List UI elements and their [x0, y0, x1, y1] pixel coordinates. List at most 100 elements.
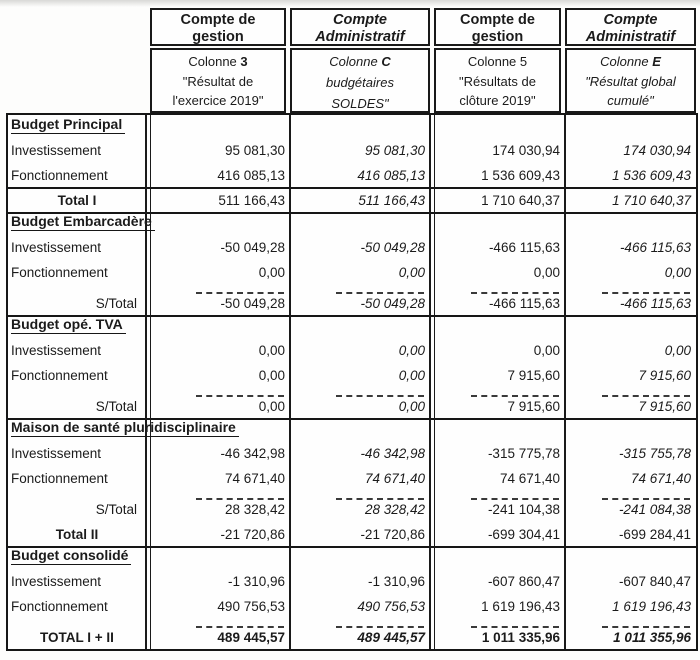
dashed-separator — [196, 626, 284, 629]
row-label: Total II — [55, 527, 99, 543]
value-cell — [565, 231, 696, 234]
cell-value: -50 049,28 — [220, 240, 285, 256]
value-cell: 7 915,60 — [565, 368, 696, 387]
row-label: TOTAL I + II — [40, 630, 114, 646]
cell-value: 1 619 196,43 — [481, 599, 560, 615]
value-cell: -50 049,28 — [290, 292, 430, 315]
value-cell: -46 342,98 — [290, 446, 430, 465]
cell-value: -466 115,63 — [619, 240, 691, 256]
value-cell — [565, 134, 696, 137]
cell-value: 489 445,57 — [357, 630, 425, 646]
table-row: Fonctionnement 490 756,53 490 756,53 1 619 … — [8, 593, 696, 618]
cell-value: 7 915,60 — [638, 399, 691, 415]
value-cell: -607 840,47 — [565, 574, 696, 593]
value-cell: -46 342,98 — [150, 446, 290, 465]
value-cell: 1 710 640,37 — [565, 193, 696, 212]
subheader-colonne-c: Colonne C budgétaires SOLDES" — [290, 48, 430, 113]
row-label: Total I — [57, 193, 97, 209]
dashed-separator — [336, 395, 424, 398]
cell-value: 1 710 640,37 — [481, 193, 560, 209]
value-cell — [290, 437, 430, 440]
value-cell: 174 030,94 — [565, 143, 696, 162]
colonne-desc: "Résultat de — [182, 73, 254, 89]
cell-value: -466 115,63 — [488, 240, 560, 256]
dashed-separator — [602, 498, 690, 501]
value-cell: 74 671,40 — [434, 471, 565, 490]
cell-value: 416 085,13 — [217, 168, 285, 184]
value-cell: 0,00 — [434, 265, 565, 284]
section-title-cell: Maison de santé pluridisciplinaire — [8, 419, 239, 440]
colonne-key: 3 — [240, 54, 248, 69]
row-label: S/Total — [95, 502, 137, 518]
value-cell — [150, 134, 290, 137]
dashed-separator — [336, 498, 424, 501]
value-cell: -1 310,96 — [290, 574, 430, 593]
dashed-separator — [471, 395, 559, 398]
row-label: Investissement — [11, 446, 102, 462]
cell-value: 490 756,53 — [357, 599, 425, 615]
dashed-separator — [196, 292, 284, 295]
table-row: TOTAL I + II 489 445,57 489 445,57 1 011 33… — [8, 618, 696, 649]
colonne-line: Colonne E — [567, 52, 694, 72]
value-cell: 174 030,94 — [434, 143, 565, 162]
value-cell — [150, 437, 290, 440]
value-cell: 490 756,53 — [150, 599, 290, 618]
dashed-separator — [336, 626, 424, 629]
dashed-separator — [471, 292, 559, 295]
cell-value: -50 049,28 — [360, 296, 425, 312]
row-label: S/Total — [95, 296, 137, 312]
table-row: Fonctionnement 416 085,13 416 085,13 1 536 … — [8, 162, 696, 187]
table-row: Total I 511 166,43 511 166,43 1 710 640,37 1… — [8, 187, 696, 212]
cell-value: 490 756,53 — [217, 599, 285, 615]
value-cell — [434, 134, 565, 137]
value-cell: 0,00 — [150, 395, 290, 418]
value-cell: -315 775,78 — [434, 446, 565, 465]
cell-value: 1 536 609,43 — [612, 168, 691, 184]
cell-value: 1 710 640,37 — [612, 193, 691, 209]
value-cell: 490 756,53 — [290, 599, 430, 618]
section-header-row: Budget consolidé — [8, 546, 696, 568]
value-cell: 1 710 640,37 — [434, 193, 565, 212]
cell-value: -699 304,41 — [487, 527, 560, 543]
section-title: Maison de santé pluridisciplinaire — [11, 419, 239, 437]
subheader-colonne-3: Colonne 3 "Résultat de l'exercice 2019" — [150, 48, 286, 113]
value-cell: 0,00 — [565, 265, 696, 284]
value-cell: -50 049,28 — [290, 240, 430, 259]
section-header-row: Maison de santé pluridisciplinaire — [8, 418, 696, 440]
cell-value: 0,00 — [258, 265, 285, 281]
table-row: S/Total -50 049,28 -50 049,28 -466 115,63 -4… — [8, 284, 696, 315]
cell-value: 74 671,40 — [630, 471, 691, 487]
dashed-separator — [336, 292, 424, 295]
value-cell: -241 084,38 — [565, 498, 696, 521]
value-cell: 0,00 — [150, 368, 290, 387]
value-cell: -699 284,41 — [565, 527, 696, 546]
colonne-desc: cumulé" — [607, 93, 654, 108]
value-cell: -466 115,63 — [565, 292, 696, 315]
cell-value: 7 915,60 — [507, 399, 560, 415]
cell-value: 28 328,42 — [364, 502, 425, 518]
cell-value: 0,00 — [398, 265, 425, 281]
row-label: Investissement — [11, 240, 102, 256]
value-cell: 74 671,40 — [565, 471, 696, 490]
colonne-desc: "Résultat global — [585, 73, 676, 89]
section-title: Budget Principal — [11, 116, 126, 134]
colonne-prefix: Colonne — [329, 54, 382, 69]
table-row: Investissement -1 310,96 -1 310,96 -607 860… — [8, 568, 696, 593]
value-cell — [150, 565, 290, 568]
value-cell: 1 536 609,43 — [434, 168, 565, 187]
colonne-key: 5 — [519, 54, 528, 69]
value-cell — [565, 565, 696, 568]
row-label: Fonctionnement — [11, 265, 108, 281]
cell-value: 95 081,30 — [364, 143, 425, 159]
row-label: Fonctionnement — [11, 599, 108, 615]
header-title-line: Administratif — [585, 29, 676, 46]
cell-value: -46 342,98 — [360, 446, 425, 462]
cell-value: 489 445,57 — [217, 630, 285, 646]
value-cell: -21 720,86 — [150, 527, 290, 546]
value-cell: -21 720,86 — [290, 527, 430, 546]
section-title-cell: Budget Principal — [8, 116, 146, 137]
section-header-row: Budget Embarcadère — [8, 212, 696, 234]
cell-value: -607 840,47 — [618, 574, 691, 590]
section-title: Budget consolidé — [11, 547, 132, 565]
value-cell — [290, 231, 430, 234]
